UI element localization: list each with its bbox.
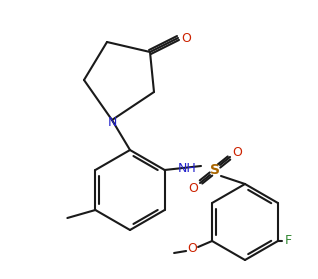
Text: O: O bbox=[181, 32, 191, 44]
Text: N: N bbox=[107, 116, 117, 129]
Text: S: S bbox=[210, 163, 220, 177]
Text: O: O bbox=[232, 146, 242, 158]
Text: O: O bbox=[187, 242, 197, 256]
Text: NH: NH bbox=[177, 162, 196, 174]
Text: F: F bbox=[284, 235, 292, 247]
Text: O: O bbox=[188, 182, 198, 194]
